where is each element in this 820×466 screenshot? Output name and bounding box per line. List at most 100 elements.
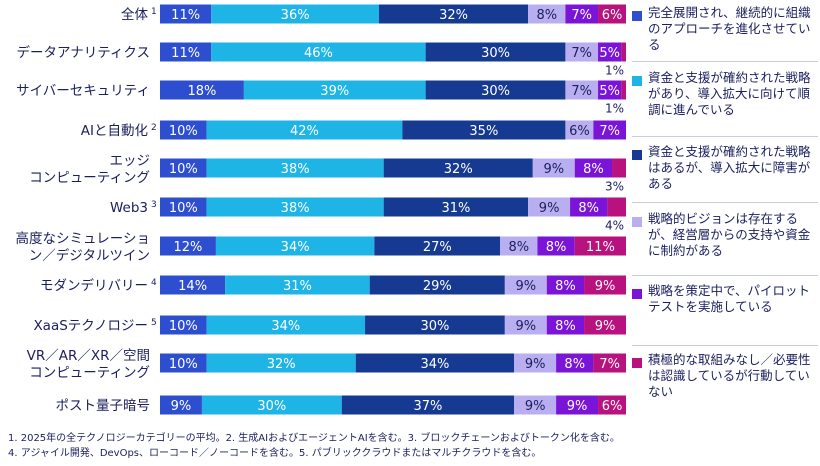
data-label: 5% <box>599 84 620 99</box>
legend-label: 戦略を策定中で、パイロットテストを実施している <box>648 283 811 314</box>
data-label: 6% <box>569 124 590 139</box>
bar-segment <box>160 353 207 373</box>
legend-swatch <box>632 358 642 368</box>
data-label: 8% <box>578 201 599 216</box>
bar-segment <box>374 236 501 256</box>
data-label: 9% <box>543 162 564 177</box>
data-label: 8% <box>583 162 604 177</box>
bar-segment <box>514 353 557 373</box>
bar-segment <box>160 275 226 295</box>
category-label: VR／AR／XR／空間 <box>27 348 150 364</box>
bar-segment <box>500 236 538 256</box>
bar-segment <box>206 315 366 335</box>
bar-segment <box>211 4 380 24</box>
category-footnote-marker: 3 <box>151 200 157 210</box>
data-label: 11% <box>171 8 200 23</box>
data-label: 42% <box>290 124 319 139</box>
legend-divider <box>632 136 818 137</box>
bar-segment <box>565 4 599 24</box>
bar-segment <box>598 395 626 415</box>
data-label: 32% <box>267 357 296 372</box>
category-label: XaaSテクノロジー <box>33 318 148 334</box>
bar-segment <box>160 197 207 217</box>
category-footnote-marker: 4 <box>151 278 157 288</box>
data-label: 37% <box>413 399 442 414</box>
data-label: 8% <box>536 8 557 23</box>
bar-segment <box>621 80 626 100</box>
bar-segment <box>206 353 356 373</box>
data-label: 14% <box>178 279 207 294</box>
data-label: 6% <box>602 399 623 414</box>
data-label: 7% <box>599 124 620 139</box>
data-label: 32% <box>439 8 468 23</box>
bar-segment <box>598 80 622 100</box>
bar-segment <box>160 120 207 140</box>
bar-segment <box>593 353 626 373</box>
data-label: 8% <box>555 319 576 334</box>
data-label: 8% <box>546 240 567 255</box>
data-label: 9% <box>171 399 192 414</box>
footnote-line-2: 4. アジャイル開発、DevOps、ローコード／ノーコードを含む。5. パブリッ… <box>8 448 542 459</box>
bar-segment <box>243 80 426 100</box>
bar-segment <box>160 395 202 415</box>
category-footnote-marker: 2 <box>151 123 157 133</box>
bar-segment <box>425 80 566 100</box>
bar-segment <box>598 42 622 62</box>
legend-swatch <box>632 11 642 21</box>
data-label: 8% <box>509 240 530 255</box>
category-label: 高度なシミュレーショ <box>16 230 150 247</box>
bar-segment <box>402 120 566 140</box>
data-label: 10% <box>169 357 198 372</box>
data-label: 9% <box>539 201 560 216</box>
data-label: 7% <box>571 46 592 61</box>
bar-segment <box>160 315 207 335</box>
bar-segment <box>593 120 626 140</box>
data-label: 31% <box>441 201 470 216</box>
data-label: 30% <box>257 399 286 414</box>
bar-segment <box>607 197 626 217</box>
category-label: 全体 <box>121 6 148 23</box>
footnotes: 1. 2025年の全テクノロジーカテゴリーの平均。2. 生成AIおよびエージェン… <box>8 431 818 461</box>
bar-segment <box>215 236 375 256</box>
bar-segment <box>160 158 207 178</box>
data-label: 10% <box>169 319 198 334</box>
legend-divider <box>632 275 818 276</box>
footnote-line-1: 1. 2025年の全テクノロジーカテゴリーの平均。2. 生成AIおよびエージェン… <box>8 433 620 444</box>
legend-label: 資金と支援が確約された戦略はあるが、導入拡大に障害がある <box>648 144 811 191</box>
category-label: コンピューティング <box>29 365 150 381</box>
data-label: 9% <box>525 357 546 372</box>
data-label: 8% <box>564 357 585 372</box>
category-label: サイバーセキュリティ <box>16 83 150 99</box>
bar-segment <box>225 275 370 295</box>
bar-segment <box>556 353 594 373</box>
category-label: ン／デジタルツイン <box>29 247 150 264</box>
data-label: 9% <box>595 319 616 334</box>
data-label: 9% <box>515 319 536 334</box>
data-label: 9% <box>595 279 616 294</box>
data-label: 9% <box>515 279 536 294</box>
data-label: 11% <box>171 46 200 61</box>
data-label: 38% <box>281 201 310 216</box>
data-label: 7% <box>571 84 592 99</box>
bar-segment <box>425 42 566 62</box>
data-label: 1% <box>605 64 624 78</box>
bar-segment <box>574 158 613 178</box>
bar-segment <box>206 197 384 217</box>
data-label: 8% <box>555 279 576 294</box>
data-label: 7% <box>599 357 620 372</box>
data-label: 4% <box>605 219 624 233</box>
bar-segment <box>621 42 626 62</box>
bar-segment <box>201 395 342 415</box>
data-label: 7% <box>571 8 592 23</box>
bar-segment <box>355 353 515 373</box>
bar-segment <box>546 315 585 335</box>
legend-label: 資金と支援が確約された戦略があり、導入拡大に向けて順調に進んでいる <box>648 70 811 117</box>
data-label: 18% <box>187 84 216 99</box>
bar-segment <box>612 158 626 178</box>
data-label: 3% <box>605 180 624 194</box>
data-label: 35% <box>469 124 498 139</box>
bar-segment <box>574 236 626 256</box>
category-label: AIと自動化 <box>81 123 148 139</box>
legend-divider <box>632 345 818 346</box>
data-label: 12% <box>174 240 203 255</box>
